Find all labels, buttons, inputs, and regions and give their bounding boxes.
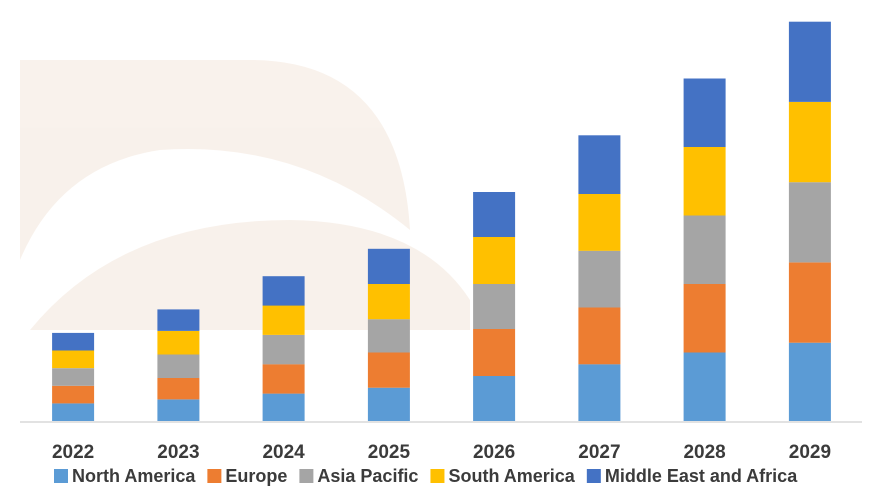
bar-2023-middle-east-and-africa <box>157 309 200 331</box>
x-tick-labels: 2022 2023 2024 2025 2026 2027 2028 2029 <box>52 442 831 463</box>
legend-label: South America <box>448 466 575 486</box>
x-tick-label: 2023 <box>157 442 199 463</box>
legend-swatch <box>586 469 601 483</box>
legend-item: South America <box>430 466 576 486</box>
bar-2027-middle-east-and-africa <box>578 135 621 194</box>
bar-2022-south-america <box>52 350 95 369</box>
legend-swatch <box>430 469 445 483</box>
bar-2029-south-america <box>788 102 831 183</box>
x-tick-label: 2025 <box>368 442 411 463</box>
bar-2027-asia-pacific <box>578 250 621 308</box>
legend-label: Europe <box>225 466 287 486</box>
bar-2028-middle-east-and-africa <box>683 78 726 147</box>
legend: North America Europe Asia Pacific South Ame… <box>54 466 798 486</box>
bar-2023-europe <box>157 377 200 400</box>
bar-2025-north-america <box>367 387 410 421</box>
bar-2023-asia-pacific <box>157 354 200 378</box>
bars-layer <box>52 21 831 421</box>
bar-2022-north-america <box>52 403 95 421</box>
bar-2027-south-america <box>578 194 621 251</box>
bar-2022-asia-pacific <box>52 368 95 386</box>
watermark <box>20 60 470 330</box>
bar-2029-middle-east-and-africa <box>788 21 831 102</box>
legend-item: Europe <box>207 466 287 486</box>
bar-2028-europe <box>683 284 726 353</box>
legend-label: Asia Pacific <box>317 466 418 486</box>
bar-2025-europe <box>367 352 410 388</box>
x-tick-label: 2028 <box>683 442 725 463</box>
bar-2025-middle-east-and-africa <box>367 248 410 284</box>
legend-item: Middle East and Africa <box>586 466 798 486</box>
x-tick-label: 2029 <box>789 442 831 463</box>
bar-2025-south-america <box>367 284 410 320</box>
x-tick-label: 2027 <box>578 442 620 463</box>
bar-2023-south-america <box>157 331 200 355</box>
bar-2029-north-america <box>788 342 831 421</box>
legend-label: Middle East and Africa <box>605 466 798 486</box>
x-tick-label: 2024 <box>262 442 305 463</box>
bar-2026-south-america <box>473 237 516 284</box>
bar-2026-asia-pacific <box>473 284 516 329</box>
bar-2024-middle-east-and-africa <box>262 276 305 306</box>
legend-swatch <box>207 469 222 483</box>
bar-2029-asia-pacific <box>788 182 831 263</box>
bar-2022-europe <box>52 385 95 404</box>
bar-2027-north-america <box>578 364 621 421</box>
bar-2026-middle-east-and-africa <box>473 192 516 237</box>
bar-2022-middle-east-and-africa <box>52 332 95 351</box>
bar-2024-north-america <box>262 393 305 421</box>
legend-item: Asia Pacific <box>299 466 418 486</box>
bar-2025-asia-pacific <box>367 319 410 353</box>
bar-2026-north-america <box>473 376 516 421</box>
bar-2029-europe <box>788 262 831 343</box>
bar-2028-north-america <box>683 352 726 421</box>
legend-swatch <box>54 469 68 483</box>
bar-2027-europe <box>578 307 621 365</box>
bar-2023-north-america <box>157 399 200 421</box>
bar-2028-asia-pacific <box>683 215 726 284</box>
legend-item: North America <box>54 466 196 486</box>
x-tick-label: 2026 <box>473 442 515 463</box>
legend-label: North America <box>72 466 196 486</box>
bar-2024-europe <box>262 364 305 394</box>
bar-2024-asia-pacific <box>262 334 305 365</box>
bar-2024-south-america <box>262 305 305 335</box>
bar-2026-europe <box>473 329 516 376</box>
x-tick-label: 2022 <box>52 442 94 463</box>
bar-2028-south-america <box>683 147 726 216</box>
legend-swatch <box>299 469 314 483</box>
